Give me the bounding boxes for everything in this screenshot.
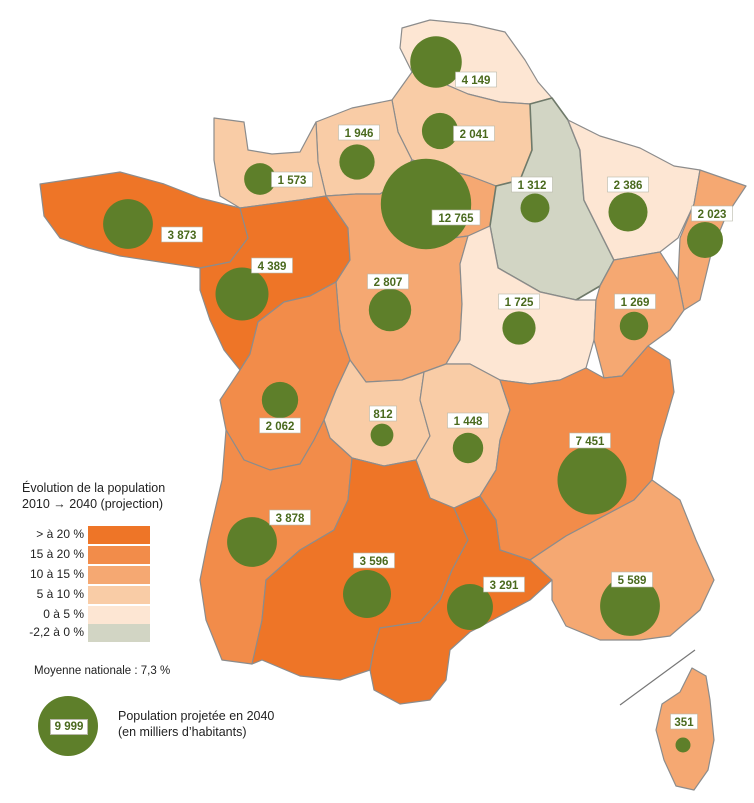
population-label-ile-de-france: 12 765: [438, 213, 474, 225]
population-legend-sample-value: 9 999: [50, 719, 88, 735]
legend-class-5: 0 à 5 %: [22, 606, 152, 624]
population-label-box-lorraine: [607, 176, 649, 193]
national-average-note: Moyenne nationale : 7,3 %: [34, 665, 171, 677]
population-markers-layer: 4 149 2 041 1 946 1 573 12 765 1 312 2 386 2 02…: [103, 36, 733, 753]
legend-class-label: 10 à 15 %: [29, 567, 84, 581]
population-circle-nord-pas-de-calais: [410, 36, 462, 88]
population-circle-bretagne: [103, 199, 153, 249]
population-circle-centre: [368, 288, 412, 332]
population-label-box-pays-de-la-loire: [251, 257, 293, 274]
population-circle-poitou-charentes: [261, 381, 299, 419]
population-circle-languedoc-roussillon: [447, 584, 493, 630]
legend-swatch: [88, 586, 150, 604]
population-label-box-haute-normandie: [338, 124, 380, 141]
population-label-box-alsace: [691, 205, 733, 222]
population-label-alsace: 2 023: [698, 209, 727, 221]
population-label-box-auvergne: [447, 412, 489, 429]
population-label-box-aquitaine: [269, 509, 311, 526]
legend-swatch: [88, 624, 150, 642]
legend-class-6: -2,2 à 0 %: [22, 624, 152, 642]
population-label-languedoc-roussillon: 3 291: [490, 580, 519, 592]
population-label-haute-normandie: 1 946: [345, 128, 374, 140]
legend-title-line2: 2010 → 2040 (projection): [22, 497, 164, 511]
population-legend-text-line1: Population projetée en 2040: [118, 709, 275, 723]
population-label-poitou-charentes: 2 062: [266, 421, 295, 433]
population-label-box-champagne-ardenne: [511, 176, 553, 193]
legend-swatch: [88, 606, 150, 624]
population-label-box-poitou-charentes: [259, 417, 301, 434]
legend-class-3: 10 à 15 %: [22, 566, 152, 584]
population-label-box-limousin: [369, 405, 397, 422]
population-label-box-bretagne: [161, 226, 203, 243]
legend-class-label: > à 20 %: [36, 527, 84, 541]
population-label-bretagne: 3 873: [168, 230, 197, 242]
population-legend-text-line2: (en milliers d’habitants): [118, 725, 247, 739]
population-label-box-picardie: [453, 125, 495, 142]
population-label-box-basse-normandie: [271, 171, 313, 188]
population-label-franche-comte: 1 269: [621, 297, 650, 309]
legend-class-4: 5 à 10 %: [22, 586, 152, 604]
legend-class-label: 0 à 5 %: [43, 607, 84, 621]
population-label-corse: 351: [674, 717, 694, 729]
population-label-box-bourgogne: [498, 293, 540, 310]
population-label-pays-de-la-loire: 4 389: [258, 261, 287, 273]
population-circle-ile-de-france: [380, 158, 472, 250]
population-label-limousin: 812: [373, 409, 392, 421]
population-label-bourgogne: 1 725: [505, 297, 534, 309]
population-label-box-centre: [367, 273, 409, 290]
population-circle-limousin: [370, 423, 394, 447]
population-circle-rhone-alpes: [557, 445, 627, 515]
legend-swatch: [88, 546, 150, 564]
population-label-box-nord-pas-de-calais: [455, 71, 497, 88]
population-circle-pays-de-la-loire: [215, 267, 269, 321]
population-label-midi-pyrenees: 3 596: [360, 556, 389, 568]
population-label-basse-normandie: 1 573: [278, 175, 307, 187]
population-label-box-ile-de-france: [431, 209, 481, 226]
population-circle-franche-comte: [619, 311, 649, 341]
population-circle-aquitaine: [227, 517, 277, 567]
legend-title-line1: Évolution de la population: [22, 481, 166, 495]
population-label-auvergne: 1 448: [454, 416, 483, 428]
population-label-box-languedoc-roussillon: [483, 576, 525, 593]
population-label-box-rhone-alpes: [569, 432, 611, 449]
population-circle-alsace: [687, 222, 723, 258]
population-label-aquitaine: 3 878: [276, 513, 305, 525]
population-circle-haute-normandie: [339, 144, 375, 180]
population-circle-bourgogne: [502, 311, 536, 345]
legend-class-1: > à 20 %: [22, 526, 152, 544]
population-circle-picardie: [421, 112, 459, 150]
population-circle-midi-pyrenees: [343, 570, 391, 618]
population-label-picardie: 2 041: [460, 129, 489, 141]
population-circle-basse-normandie: [244, 163, 276, 195]
legend-class-label: -2,2 à 0 %: [29, 625, 84, 639]
legend-swatch: [88, 526, 150, 544]
population-label-rhone-alpes: 7 451: [576, 436, 605, 448]
legend-class-2: 15 à 20 %: [22, 546, 152, 564]
population-label-lorraine: 2 386: [614, 180, 643, 192]
population-circle-provence-alpes-cote-d-azur: [600, 576, 660, 636]
population-label-nord-pas-de-calais: 4 149: [462, 75, 491, 87]
region-provence-alpes-cote-d-azur: [529, 479, 715, 641]
population-label-box-provence-alpes-cote-d-azur: [611, 571, 653, 588]
population-label-box-midi-pyrenees: [353, 552, 395, 569]
region-basse-normandie: [213, 117, 327, 209]
population-circle-champagne-ardenne: [520, 193, 550, 223]
legend-class-label: 15 à 20 %: [29, 547, 84, 561]
population-label-box-franche-comte: [614, 293, 656, 310]
legend-title: Évolution de la population 2010 → 2040 (…: [22, 480, 165, 512]
population-label-centre: 2 807: [374, 277, 403, 289]
population-legend-text: Population projetée en 2040 (en milliers…: [118, 708, 274, 740]
population-label-box-corse: [670, 713, 698, 730]
population-circle-corse: [675, 737, 691, 753]
population-circle-auvergne: [452, 432, 484, 464]
legend-class-label: 5 à 10 %: [36, 587, 84, 601]
population-label-provence-alpes-cote-d-azur: 5 589: [618, 575, 647, 587]
population-label-champagne-ardenne: 1 312: [518, 180, 547, 192]
corsica-separator-line: [619, 649, 696, 706]
population-circle-lorraine: [608, 192, 648, 232]
legend-swatch: [88, 566, 150, 584]
